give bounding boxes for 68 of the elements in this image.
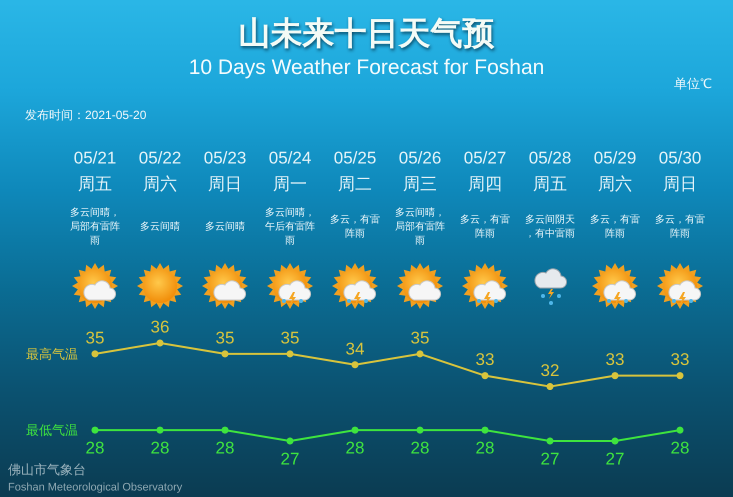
- text: 多云间晴: [205, 220, 245, 232]
- data-label: 33: [670, 350, 690, 370]
- data-label: 27: [606, 450, 624, 468]
- point: [546, 438, 554, 444]
- text: Foshan Meteorological Observatory: [8, 482, 183, 494]
- data-label: 28: [86, 438, 104, 458]
- text: 多云间晴: [140, 220, 180, 232]
- point: [482, 426, 488, 434]
- x-tick-label: 05/27周四: [464, 148, 506, 194]
- text: 多云间阴天，有中雷雨: [525, 214, 575, 240]
- x-tick-label: 05/21周五: [74, 148, 116, 194]
- text: 多云间晴，局部有雷阵雨: [70, 206, 120, 246]
- text: 多云间晴，局部有雷阵雨: [395, 206, 445, 246]
- x-tick-label: 05/23周日: [204, 148, 246, 194]
- x-tick-label: 05/22周六: [138, 148, 182, 194]
- text: 多云，有雷阵雨: [460, 214, 510, 240]
- text: 多云间晴，午后有雷阵雨: [265, 206, 315, 246]
- point: [156, 426, 164, 434]
- point: [92, 350, 98, 358]
- data-label: 28: [150, 438, 170, 458]
- text: 发布时间：2021-05-20: [25, 108, 147, 122]
- point: [352, 361, 358, 368]
- x-tick-label: 05/24周一: [268, 148, 312, 194]
- data-label: 28: [216, 438, 234, 458]
- series-label: 最低气温: [26, 422, 78, 438]
- text: 佛山市气象台: [8, 462, 86, 477]
- point: [92, 426, 98, 434]
- data-label: 36: [150, 318, 170, 336]
- point: [416, 426, 424, 434]
- data-label: 34: [346, 339, 364, 358]
- x-tick-label: 05/26周三: [398, 148, 442, 194]
- x-tick-label: 05/30周日: [658, 148, 702, 194]
- text: 单位℃: [674, 76, 712, 91]
- data-label: 27: [280, 450, 300, 468]
- point: [286, 350, 294, 358]
- data-label: 35: [280, 328, 300, 348]
- chart-subtitle: 10 Days Weather Forecast for Foshan: [188, 56, 544, 79]
- data-label: 35: [216, 328, 234, 348]
- point: [222, 426, 228, 434]
- data-label: 28: [410, 438, 430, 458]
- point: [222, 350, 228, 358]
- data-label: 33: [606, 350, 624, 370]
- point: [676, 426, 684, 434]
- point: [416, 350, 424, 358]
- point: [482, 372, 488, 380]
- data-label: 32: [540, 361, 560, 380]
- point: [612, 372, 618, 380]
- point: [612, 438, 618, 444]
- data-label: 28: [476, 438, 494, 458]
- point: [676, 372, 684, 380]
- data-label: 28: [346, 438, 364, 458]
- chart-title: 山未来十日天气预: [238, 15, 494, 51]
- data-label: 35: [410, 328, 430, 348]
- x-tick-label: 05/25周二: [334, 148, 376, 194]
- point: [156, 340, 164, 346]
- point: [286, 438, 294, 444]
- text: 多云，有雷阵雨: [330, 214, 380, 240]
- x-tick-label: 05/29周六: [594, 148, 636, 194]
- x-tick-label: 05/28周五: [528, 148, 572, 194]
- text: 多云，有雷阵雨: [590, 214, 640, 240]
- series-label: 最高气温: [26, 346, 78, 362]
- text: 多云，有雷阵雨: [655, 214, 705, 240]
- data-label: 35: [86, 328, 104, 348]
- data-label: 27: [540, 450, 560, 468]
- point: [546, 383, 554, 390]
- point: [352, 426, 358, 434]
- data-label: 28: [670, 438, 690, 458]
- data-label: 33: [476, 350, 494, 370]
